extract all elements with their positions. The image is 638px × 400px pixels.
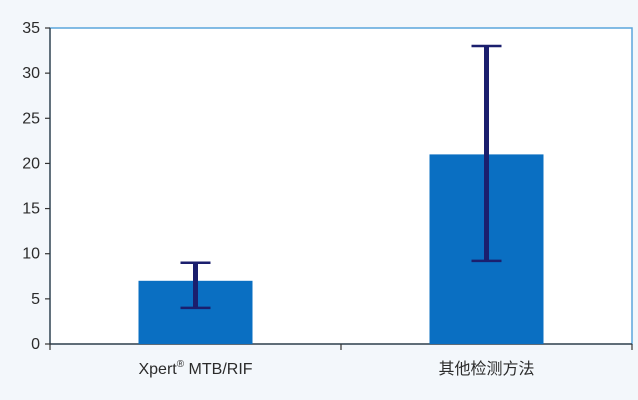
plot-frame — [49, 27, 633, 345]
y-tick-label: 5 — [31, 291, 40, 308]
x-category-label-2: 其他检测方法 — [438, 360, 534, 378]
y-tick-label: 10 — [22, 246, 40, 263]
y-tick-label: 20 — [22, 155, 40, 172]
x-axis — [49, 343, 633, 350]
y-axis: 0 5 10 15 20 25 30 35 — [22, 20, 51, 353]
x-category-label-1: Xpert® MTB/RIF — [138, 359, 252, 378]
y-tick-label: 0 — [31, 336, 40, 353]
y-tick-label: 25 — [22, 110, 40, 127]
category-labels: Xpert® MTB/RIF 其他检测方法 — [138, 359, 534, 378]
y-tick-label: 30 — [22, 65, 40, 82]
y-tick-label: 15 — [22, 201, 40, 218]
y-tick-label: 35 — [22, 20, 40, 37]
error-bars-group — [180, 44, 502, 310]
